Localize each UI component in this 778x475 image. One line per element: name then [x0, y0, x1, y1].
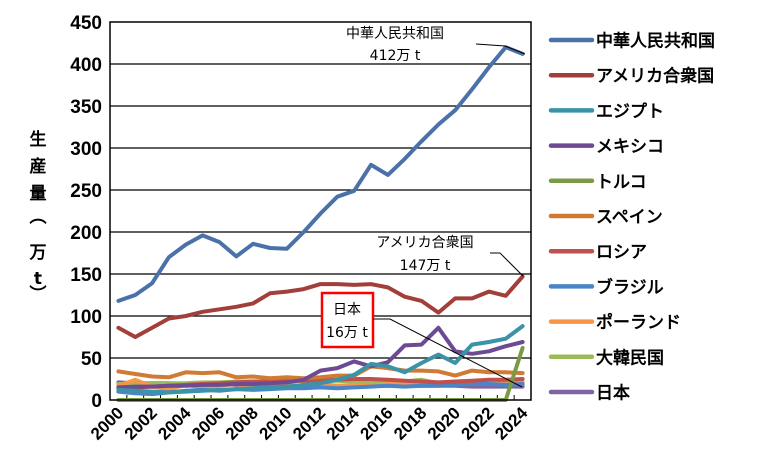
y-axis-label: 生産量 ︵ 万t︶	[29, 129, 47, 305]
y-axis-label-char: 量	[30, 183, 47, 204]
x-tick-label: 2012	[289, 403, 329, 443]
y-axis-label-char: t	[34, 269, 42, 289]
y-tick-label: 0	[91, 391, 102, 412]
annotation-japan-value: 16万 t	[326, 325, 368, 341]
y-axis-label-char: 生	[30, 129, 47, 150]
x-tick-label: 2024	[491, 403, 532, 444]
legend-label: 大韓民国	[596, 347, 664, 368]
annotation-usa-value: 147万 t	[400, 258, 451, 274]
y-tick-label: 50	[81, 349, 102, 370]
series-line-6	[116, 364, 525, 381]
legend-item: ロシア	[548, 243, 647, 263]
legend-item: アメリカ合衆国	[548, 66, 714, 87]
y-axis-ticks: 0 50 100 150 200 250 300 350 400 450	[70, 13, 102, 412]
legend-label: 中華人民共和国	[596, 31, 715, 52]
legend-label: ポーランド	[596, 312, 681, 333]
y-tick-label: 350	[70, 97, 102, 118]
legend-item: トルコ	[548, 172, 647, 192]
legend-label: ロシア	[596, 243, 647, 263]
series-line-1	[116, 45, 525, 303]
annotation-usa: アメリカ合衆国 147万 t	[376, 235, 524, 277]
y-tick-label: 100	[70, 307, 102, 328]
legend-item: メキシコ	[548, 137, 664, 157]
legend-label: 日本	[596, 383, 630, 404]
x-tick-label: 2014	[323, 403, 364, 444]
legend-item: 大韓民国	[548, 347, 664, 368]
annotation-usa-leader	[490, 252, 524, 277]
annotation-usa-name: アメリカ合衆国	[376, 235, 473, 251]
annotation-china: 中華人民共和国 412万 t	[346, 26, 526, 64]
annotation-japan-name: 日本	[333, 302, 361, 318]
y-axis-label-char: 万	[29, 243, 47, 263]
legend-item: ブラジル	[548, 277, 664, 298]
annotation-japan-leader	[373, 318, 523, 388]
y-tick-label: 150	[70, 265, 102, 286]
x-tick-label: 2022	[458, 403, 498, 443]
y-tick-label: 450	[70, 13, 102, 34]
y-axis-label-char: 産	[30, 156, 47, 177]
legend-label: トルコ	[596, 172, 647, 192]
x-tick-label: 2004	[154, 403, 195, 444]
legend-item: 中華人民共和国	[548, 31, 715, 52]
x-axis-ticks: 2000200220042006200820102012201420162018…	[87, 395, 532, 444]
plot-area	[109, 21, 532, 401]
legend-item: ポーランド	[548, 312, 681, 333]
x-tick-label: 2008	[222, 403, 262, 443]
y-axis-label-char: ︶	[30, 284, 47, 305]
y-tick-label: 200	[70, 223, 102, 244]
x-tick-label: 2002	[121, 403, 161, 443]
legend-label: メキシコ	[596, 137, 664, 157]
x-tick-label: 2010	[255, 403, 295, 443]
legend: 中華人民共和国アメリカ合衆国エジプトメキシコトルコスペインロシアブラジルポーラン…	[548, 31, 715, 404]
annotation-china-leader	[475, 43, 526, 55]
annotation-china-name: 中華人民共和国	[346, 26, 444, 42]
x-tick-label: 2006	[188, 403, 228, 443]
legend-item: エジプト	[548, 101, 664, 122]
y-tick-label: 400	[70, 55, 102, 76]
legend-label: ブラジル	[596, 277, 664, 298]
series-line-2	[116, 274, 525, 339]
annotation-china-value: 412万 t	[370, 48, 421, 64]
legend-label: エジプト	[596, 101, 664, 122]
x-tick-label: 2018	[390, 403, 430, 443]
x-tick-label: 2016	[357, 403, 397, 443]
y-tick-label: 300	[70, 139, 102, 160]
legend-item: 日本	[548, 383, 630, 404]
annotation-japan: 日本 16万 t	[320, 291, 523, 388]
legend-label: アメリカ合衆国	[596, 66, 714, 87]
x-tick-label: 2020	[424, 403, 464, 443]
annotation-japan-box	[320, 291, 375, 349]
legend-label: スペイン	[596, 208, 663, 228]
legend-item: スペイン	[548, 208, 663, 228]
series-line-3	[116, 324, 525, 395]
series-lines	[116, 45, 525, 402]
y-axis-label-char: ︵	[30, 207, 47, 227]
series-line-4	[116, 325, 525, 390]
y-tick-label: 250	[70, 181, 102, 202]
